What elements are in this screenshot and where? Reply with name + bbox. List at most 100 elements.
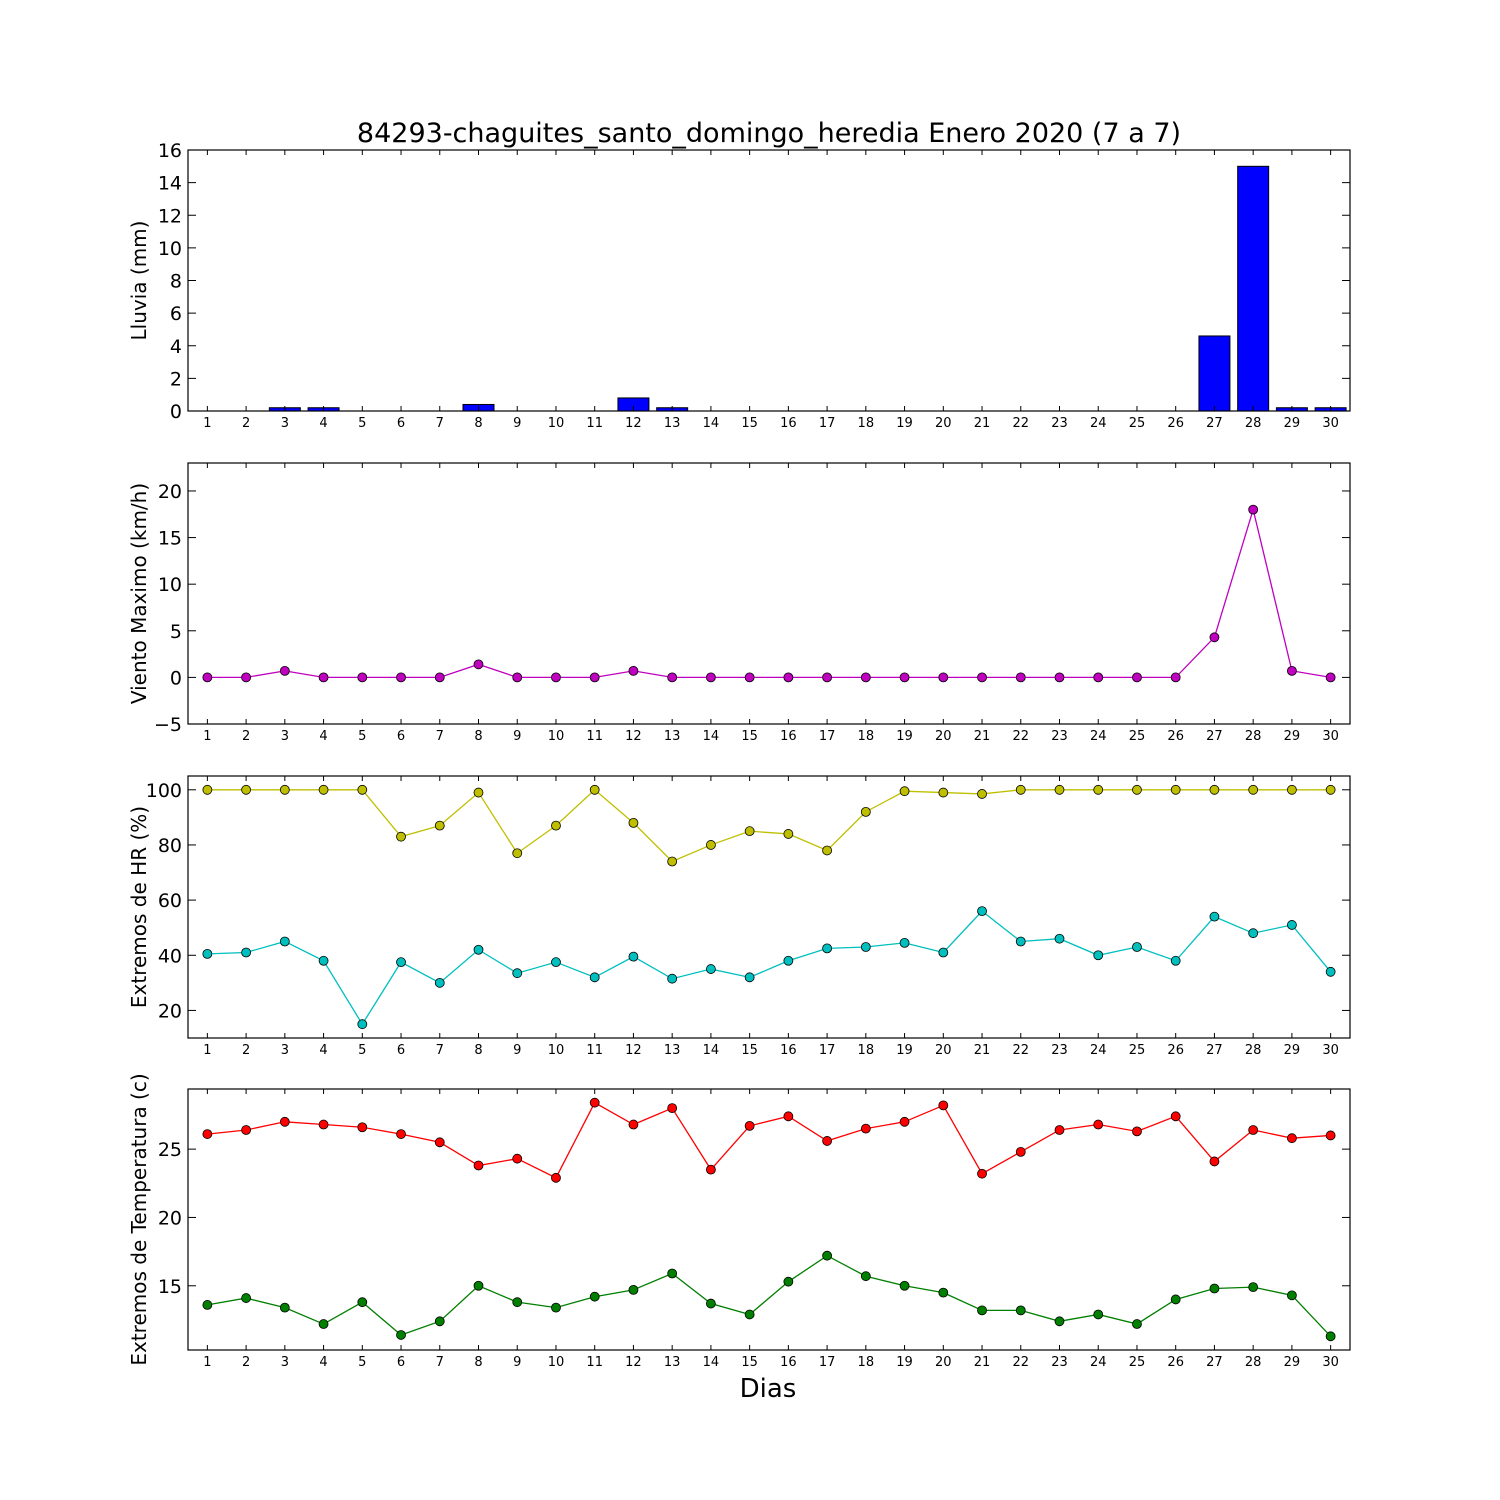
point-s1-day-4 [318, 1119, 329, 1130]
x-tick-label: 27 [1206, 729, 1223, 744]
point-s1-day-29 [1287, 1133, 1297, 1144]
x-tick-label: 24 [1090, 416, 1107, 431]
point-s1-day-13 [667, 1103, 678, 1114]
point-s1-day-27 [1209, 1156, 1220, 1167]
x-tick-label: 13 [664, 1355, 681, 1370]
x-tick-label: 29 [1284, 416, 1301, 431]
panels: 1 2 3 4 5 6 7 8 9 10 11 12 13 14 15 16 17 18 19 20 21 22 23 24 2… [127, 140, 1351, 1370]
x-tick-label: 23 [1051, 729, 1068, 744]
panel-1: 1 2 3 4 5 6 7 8 9 10 11 12 13 14 15 16 17 18 19 20 21 22 23 24 2… [127, 140, 1351, 431]
x-tick-label: 23 [1051, 416, 1068, 431]
point-s1-day-23 [1054, 672, 1065, 683]
y-tick-label: 16 [158, 140, 182, 162]
x-tick-label: 4 [319, 729, 327, 744]
point-s1-day-7 [434, 672, 445, 683]
x-tick-label: 19 [896, 416, 913, 431]
x-tick-label: 12 [625, 416, 642, 431]
x-tick-label: 29 [1284, 1043, 1301, 1058]
point-s2-day-26 [1170, 1294, 1181, 1305]
x-tick-label: 16 [780, 416, 797, 431]
point-s1-day-14 [706, 672, 716, 683]
point-s1-day-3 [279, 665, 290, 676]
x-tick-label: 26 [1167, 416, 1184, 431]
point-s2-day-5 [357, 1019, 368, 1030]
y-tick-label: 0 [170, 667, 182, 689]
x-tick-label: 6 [397, 416, 405, 431]
point-s2-day-23 [1054, 1316, 1065, 1327]
point-s1-day-18 [860, 806, 871, 817]
x-tick-label: 22 [1012, 1355, 1029, 1370]
point-s1-day-16 [783, 1111, 794, 1122]
y-tick-label: 60 [158, 890, 182, 912]
x-tick-label: 30 [1322, 729, 1339, 744]
y-tick-label: 10 [158, 574, 182, 596]
point-s2-day-23 [1054, 933, 1065, 944]
point-s2-day-17 [822, 943, 832, 954]
point-s2-day-7 [434, 1316, 445, 1327]
x-tick-label: 7 [436, 416, 444, 431]
point-s1-day-10 [551, 672, 561, 683]
x-tick-label: 25 [1129, 416, 1146, 431]
point-s1-day-15 [744, 826, 755, 837]
x-tick-label: 5 [358, 416, 366, 431]
x-tick-label: 14 [703, 729, 720, 744]
point-s1-day-23 [1054, 784, 1065, 795]
point-s1-day-29 [1287, 665, 1297, 676]
y-tick-label: 20 [158, 1000, 182, 1022]
x-tick-label: 5 [358, 1355, 366, 1370]
point-s1-day-3 [279, 1116, 290, 1127]
x-tick-label: 19 [896, 1355, 913, 1370]
x-tick-label: 20 [935, 1043, 952, 1058]
x-tick-label: 12 [625, 1355, 642, 1370]
point-s2-day-30 [1325, 1331, 1336, 1342]
y-tick-label: 80 [158, 835, 182, 857]
point-s2-day-22 [1015, 936, 1026, 947]
point-s1-day-1 [202, 1129, 213, 1139]
x-tick-label: 10 [548, 1043, 565, 1058]
point-s2-day-20 [938, 947, 949, 958]
point-s2-day-14 [706, 1298, 716, 1309]
x-tick-label: 18 [858, 729, 875, 744]
x-tick-label: 23 [1051, 1043, 1068, 1058]
x-tick-label: 30 [1322, 1043, 1339, 1058]
x-tick-label: 21 [974, 1043, 991, 1058]
x-axis-label: Dias [740, 1374, 797, 1404]
x-tick-label: 6 [397, 729, 405, 744]
point-s1-day-22 [1015, 672, 1026, 683]
x-tick-label: 27 [1206, 416, 1223, 431]
point-s2-day-22 [1015, 1305, 1026, 1316]
x-tick-label: 9 [513, 1043, 521, 1058]
point-s1-day-11 [589, 1097, 600, 1108]
x-tick-label: 27 [1206, 1043, 1223, 1058]
y-tick-label: 20 [158, 481, 182, 503]
y-axis-label: Viento Maximo (km/h) [127, 483, 151, 704]
point-s2-day-4 [318, 955, 329, 966]
point-s1-day-7 [434, 820, 445, 831]
point-s1-day-4 [318, 672, 329, 683]
point-s1-day-13 [667, 856, 678, 867]
point-s1-day-30 [1325, 672, 1336, 683]
point-s2-day-28 [1248, 928, 1259, 939]
point-s1-day-12 [628, 1119, 639, 1130]
point-s1-day-28 [1248, 784, 1259, 795]
x-tick-label: 10 [548, 1355, 565, 1370]
point-s1-day-14 [706, 840, 716, 850]
x-tick-label: 5 [358, 1043, 366, 1058]
point-s1-day-18 [860, 1123, 871, 1134]
x-tick-label: 3 [281, 1043, 289, 1058]
x-tick-label: 15 [741, 1043, 758, 1058]
x-tick-label: 11 [586, 1355, 603, 1370]
x-tick-label: 21 [974, 416, 991, 431]
point-s1-day-23 [1054, 1125, 1065, 1135]
panel-2: 1 2 3 4 5 6 7 8 9 10 11 12 13 14 15 16 17 18 19 20 21 22 23 24 2… [127, 462, 1351, 744]
point-s1-day-5 [357, 784, 368, 795]
point-s1-day-12 [628, 665, 639, 676]
point-s1-day-24 [1093, 784, 1104, 795]
x-tick-label: 26 [1167, 1355, 1184, 1370]
x-tick-label: 22 [1012, 416, 1029, 431]
x-tick-label: 21 [974, 729, 991, 744]
x-tick-label: 28 [1245, 729, 1262, 744]
x-tick-label: 14 [703, 1043, 720, 1058]
point-s1-day-27 [1209, 632, 1220, 643]
x-tick-label: 1 [203, 1043, 211, 1058]
